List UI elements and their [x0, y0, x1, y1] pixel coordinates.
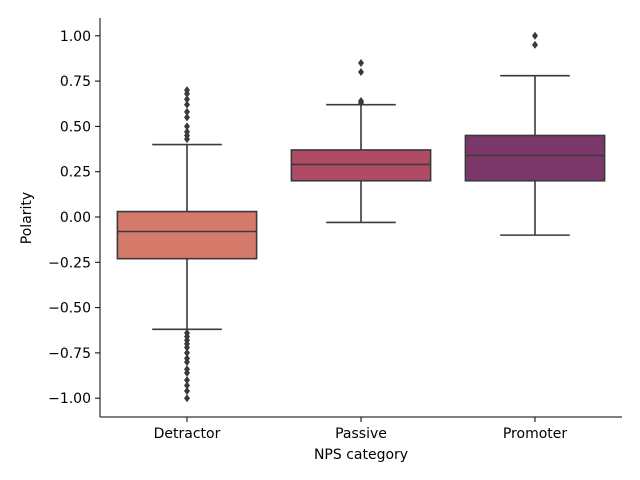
y-tick-label: 1.00 [60, 29, 91, 45]
outlier-point [184, 386, 190, 395]
y-tick-label: 0.50 [60, 119, 91, 135]
outlier-point [532, 31, 538, 40]
box-iqr [464, 134, 606, 182]
outlier-point [184, 86, 190, 95]
outlier-point [184, 100, 190, 109]
outlier-point [184, 95, 190, 104]
outlier-point [184, 357, 190, 366]
outlier-point [184, 376, 190, 385]
y-tick-label: −1.00 [48, 391, 91, 407]
x-axis-ticks: Detractor Passive Promoter [154, 417, 568, 442]
box-detractor [116, 86, 258, 403]
outlier-point [184, 381, 190, 390]
outlier-point [184, 368, 190, 377]
y-tick-label: −0.25 [48, 255, 91, 271]
x-tick-label: Promoter [503, 426, 568, 442]
outlier-point [184, 107, 190, 116]
outlier-point [532, 40, 538, 49]
y-tick-label: 0.75 [60, 74, 91, 90]
outlier-point [184, 122, 190, 131]
y-axis-ticks: 1.00 0.75 0.50 0.25 0.00 −0.25 −0.50 −0.75 −1.00 [48, 29, 100, 407]
y-tick-label: −0.50 [48, 301, 91, 317]
outlier-point [184, 348, 190, 357]
outlier-point [184, 343, 190, 352]
y-axis-label: Polarity [19, 192, 35, 244]
box-iqr [116, 210, 258, 260]
outlier-point [358, 58, 364, 67]
outlier-point [358, 68, 364, 77]
box-iqr [290, 149, 432, 182]
y-tick-label: −0.75 [48, 346, 91, 362]
y-tick-label: 0.25 [60, 165, 91, 181]
x-tick-label: Detractor [154, 426, 221, 442]
outlier-point [184, 394, 190, 403]
x-tick-label: Passive [335, 426, 387, 442]
box-series [116, 31, 606, 403]
outlier-point [184, 113, 190, 122]
box-passive [290, 58, 432, 224]
outlier-point [358, 97, 364, 106]
outlier-point [184, 127, 190, 136]
y-tick-label: 0.00 [60, 210, 91, 226]
box-promoter [464, 31, 606, 236]
x-axis-label: NPS category [314, 447, 408, 463]
